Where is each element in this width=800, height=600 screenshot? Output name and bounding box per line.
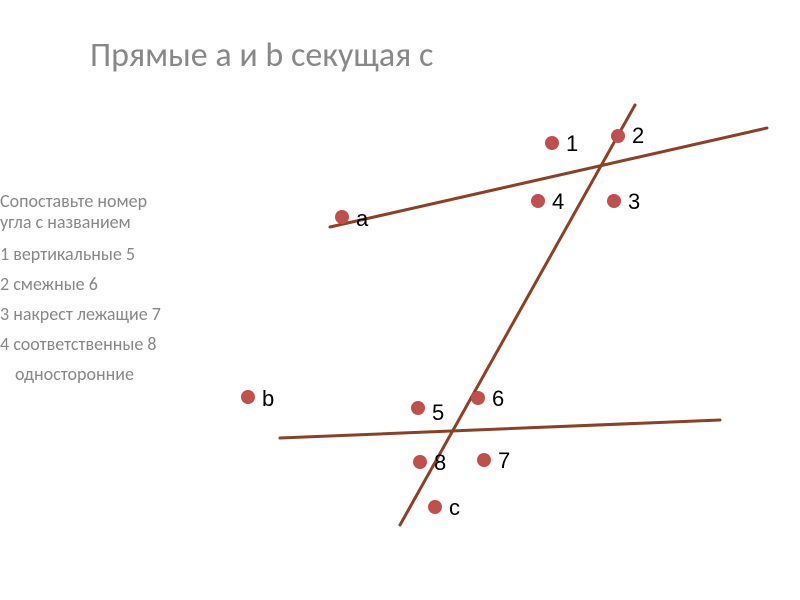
- point-label-b: b: [262, 386, 274, 412]
- task-item-4: 4 соответственные 8: [0, 333, 156, 355]
- task-item-2: 2 смежные 6: [0, 273, 98, 295]
- task-item-5: односторонние: [15, 363, 134, 385]
- point-label-8: 8: [434, 450, 446, 476]
- point-label-5: 5: [432, 400, 444, 426]
- point-label-7: 7: [498, 448, 510, 474]
- point-label-a: a: [356, 206, 368, 232]
- point-bullet-6: [471, 391, 485, 405]
- task-heading-line2: угла с названием: [0, 211, 131, 233]
- point-bullet-4: [531, 194, 545, 208]
- point-bullet-c: [428, 500, 442, 514]
- point-label-c: c: [449, 495, 460, 521]
- point-label-4: 4: [552, 189, 564, 215]
- point-bullet-2: [611, 129, 625, 143]
- page-title: Прямые a и b секущая c: [90, 35, 433, 76]
- task-item-3: 3 накрест лежащие 7: [0, 303, 161, 325]
- point-label-3: 3: [628, 189, 640, 215]
- point-bullet-3: [607, 194, 621, 208]
- point-bullet-a: [335, 210, 349, 224]
- point-label-1: 1: [566, 131, 578, 157]
- line-b: [280, 420, 720, 438]
- point-bullet-b: [241, 390, 255, 404]
- diagram-lines: [0, 0, 800, 600]
- point-label-6: 6: [492, 386, 504, 412]
- point-bullet-7: [477, 453, 491, 467]
- point-bullet-1: [545, 136, 559, 150]
- point-bullet-5: [411, 401, 425, 415]
- task-item-1: 1 вертикальные 5: [0, 243, 135, 265]
- point-label-2: 2: [632, 123, 644, 149]
- task-heading-line1: Сопоставьте номер: [0, 190, 147, 212]
- point-bullet-8: [413, 455, 427, 469]
